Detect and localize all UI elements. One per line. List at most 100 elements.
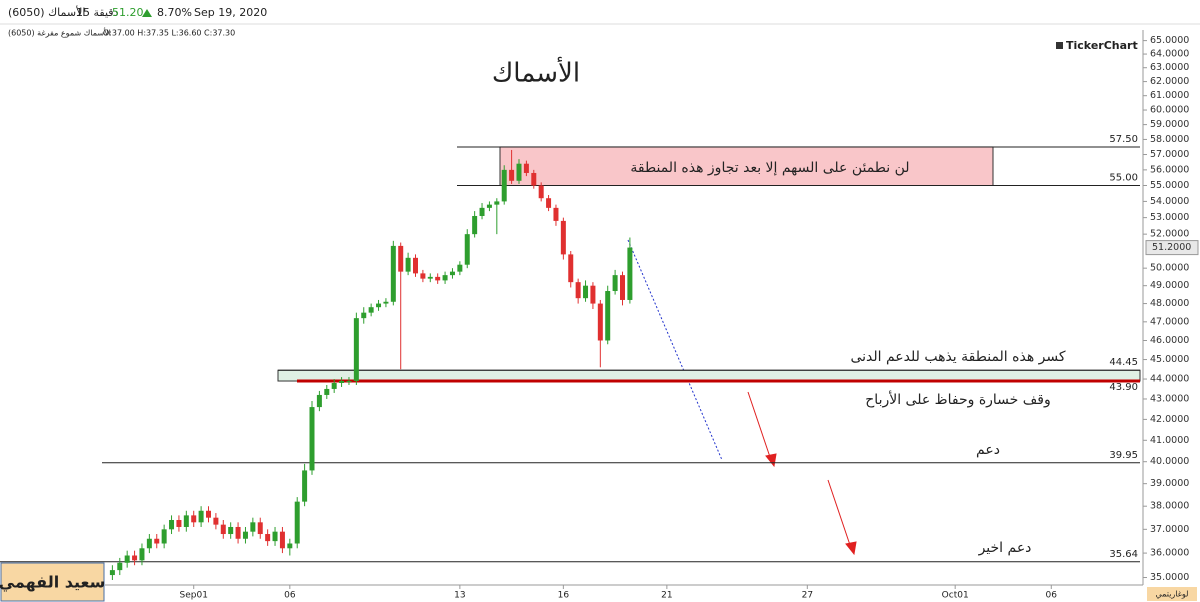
author: سعيد الفهمي — [0, 573, 105, 593]
up-icon — [142, 9, 152, 17]
candle-body — [324, 388, 330, 395]
header-interval: 15 دقيقة — [76, 6, 119, 19]
scale-box — [1147, 587, 1197, 601]
ohlc-label: O:37.00 H:37.35 L:36.60 C:37.30 — [103, 29, 235, 38]
candle-body — [531, 172, 537, 186]
y-tick-label: 60.0000 — [1150, 105, 1189, 116]
y-tick-label: 63.0000 — [1150, 62, 1189, 73]
y-tick-label: 59.0000 — [1150, 119, 1189, 130]
candle-body — [523, 163, 529, 173]
candle-body — [442, 275, 448, 281]
y-tick-label: 36.0000 — [1150, 548, 1189, 559]
candle-body — [132, 555, 138, 561]
candle-body — [560, 220, 566, 255]
y-tick-label: 52.0000 — [1150, 229, 1189, 240]
candle-body — [538, 185, 544, 199]
candle-body — [272, 531, 278, 542]
candle-body — [257, 522, 263, 535]
x-tick-label: 21 — [661, 591, 672, 601]
candle-body — [494, 201, 500, 205]
annotation: دعم اخير — [978, 540, 1032, 556]
logo: TickerChart — [1066, 39, 1138, 52]
candle-body — [124, 555, 130, 563]
candle-body — [457, 264, 463, 272]
scale-label: لوغاريتمي — [1156, 590, 1189, 599]
last-price-box — [1145, 240, 1199, 256]
y-tick-label: 35.0000 — [1150, 572, 1189, 583]
candle-body — [198, 510, 204, 523]
y-tick-label: 54.0000 — [1150, 196, 1189, 207]
x-tick-label: 16 — [558, 591, 570, 601]
y-tick-label: 58.0000 — [1150, 134, 1189, 145]
y-tick-label: 65.0000 — [1150, 35, 1189, 46]
candle-body — [472, 215, 478, 235]
y-tick-label: 47.0000 — [1150, 316, 1189, 327]
candle-body — [546, 198, 552, 208]
header-date: Sep 19, 2020 — [194, 6, 267, 19]
candle-body — [376, 303, 382, 308]
candle-body — [183, 515, 189, 527]
candle-body — [597, 303, 603, 341]
level-label: 44.45 — [1109, 357, 1138, 368]
level-label: 57.50 — [1109, 134, 1138, 145]
candle-body — [390, 245, 396, 302]
candle-body — [242, 531, 248, 539]
y-tick-label: 46.0000 — [1150, 335, 1189, 346]
candle-body — [449, 271, 455, 276]
y-tick-label: 41.0000 — [1150, 435, 1189, 446]
candle-body — [501, 169, 507, 202]
y-tick-label: 43.0000 — [1150, 393, 1189, 404]
candle-body — [353, 318, 359, 382]
candle-body — [139, 548, 145, 561]
candle-body — [413, 257, 418, 274]
arrows — [747, 391, 857, 556]
candle-body — [176, 519, 182, 527]
candle-body — [575, 282, 581, 299]
candle-body — [620, 275, 625, 300]
candle-body — [627, 247, 633, 300]
candle-body — [568, 254, 574, 283]
annotation: وقف خسارة وحفاظ على الأرباح — [865, 390, 1050, 408]
candle-body — [612, 275, 618, 292]
candle-body — [368, 307, 374, 313]
y-tick-label: 56.0000 — [1150, 164, 1189, 175]
candle-body — [583, 285, 589, 299]
y-tick-label: 62.0000 — [1150, 76, 1189, 87]
y-tick-label: 53.0000 — [1150, 212, 1189, 223]
x-tick-label: 06 — [1046, 591, 1058, 601]
candle-body — [427, 276, 433, 279]
y-tick-label: 40.0000 — [1150, 456, 1189, 467]
candle-body — [294, 501, 300, 544]
annotation: كسر هذه المنطقة يذهب للدعم الدنى — [850, 349, 1065, 365]
candle-body — [228, 526, 234, 535]
level-label: 55.00 — [1109, 173, 1138, 184]
support-zone — [277, 369, 1141, 382]
candle-body — [213, 517, 219, 525]
resistance-zone — [499, 146, 994, 187]
candle-body — [509, 169, 515, 181]
candle-body — [154, 538, 160, 544]
y-tick-label: 49.0000 — [1150, 280, 1189, 291]
candle-body — [398, 245, 404, 272]
y-tick-label: 38.0000 — [1150, 501, 1189, 512]
y-tick-label: 39.0000 — [1150, 478, 1189, 489]
candle-body — [420, 273, 426, 279]
candle-body — [279, 531, 285, 549]
level-label: 43.90 — [1109, 382, 1138, 393]
candle-body — [605, 291, 611, 341]
logo-icon — [1056, 42, 1063, 49]
candle-body — [339, 381, 345, 383]
header-price: 51.20 — [112, 6, 144, 19]
author-box — [0, 562, 105, 602]
candle-body — [109, 570, 115, 576]
candle-body — [435, 276, 441, 281]
header-change: 8.70% — [157, 6, 192, 19]
candle-body — [405, 257, 411, 272]
candle-body — [516, 163, 522, 181]
annotation: لن نطمئن على السهم إلا بعد تجاوز هذه الم… — [630, 160, 909, 176]
candle-body — [486, 204, 492, 208]
y-tick-label: 42.0000 — [1150, 414, 1189, 425]
candle-body — [346, 381, 352, 383]
y-tick-label: 61.0000 — [1150, 90, 1189, 101]
